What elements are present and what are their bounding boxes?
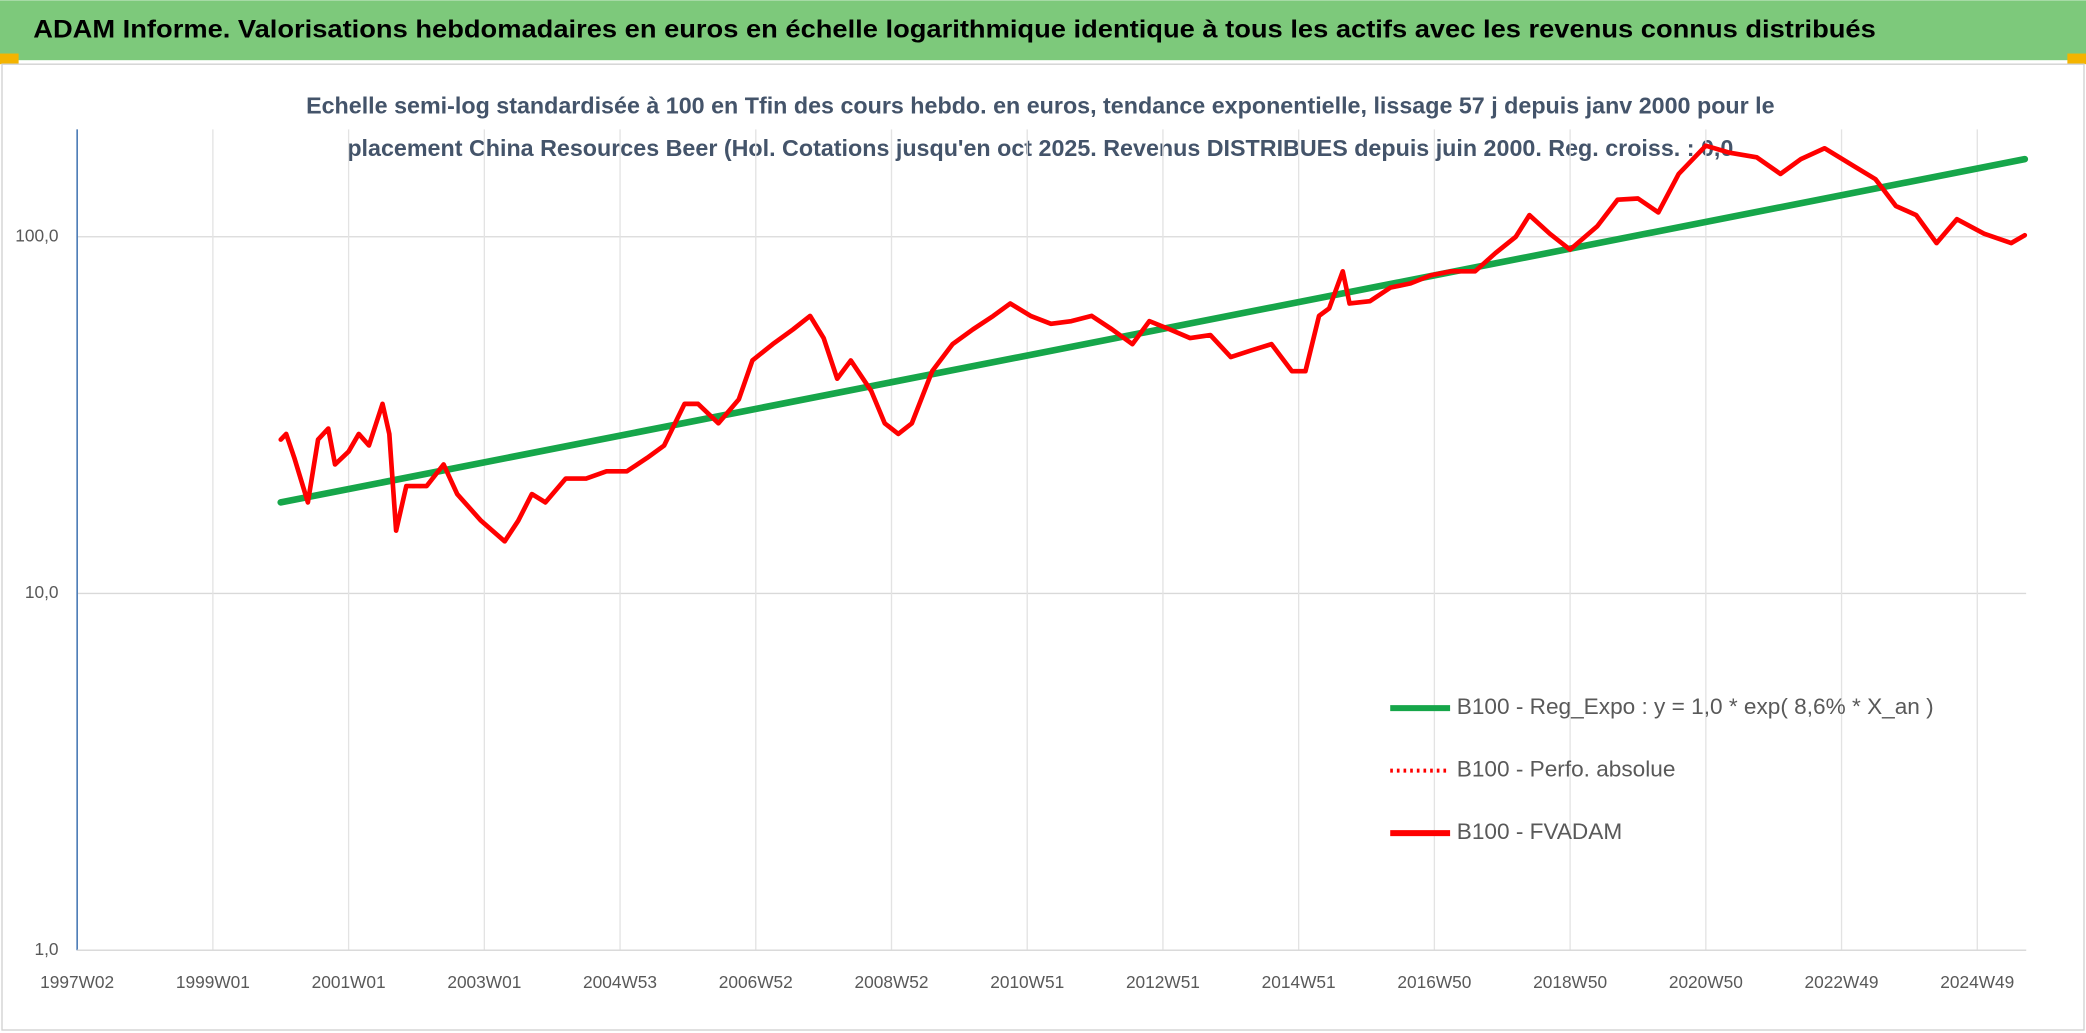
x-tick-label: 2024W49 [1940, 972, 2014, 992]
y-tick-label: 100,0 [15, 225, 58, 245]
legend-label: B100 - Perfo. absolue [1457, 757, 1676, 782]
x-tick-label: 1999W01 [176, 972, 250, 992]
frame [1, 63, 2085, 1031]
y-tick-label: 10,0 [25, 582, 59, 602]
x-tick-label: 2006W52 [719, 972, 793, 992]
data-line [278, 143, 2028, 544]
header: ADAM Informe. Valorisations hebdomadaire… [33, 16, 1876, 44]
legend-label: B100 - Reg_Expo : y = 1,0 * exp( 8,6% * … [1457, 694, 1934, 719]
header-bar [0, 0, 2086, 61]
y-tick-label: 1,0 [35, 939, 59, 959]
x-tick-label: 2016W50 [1397, 972, 1471, 992]
x-tick-label: 2012W51 [1126, 972, 1200, 992]
x-tick-label: 2018W50 [1533, 972, 1607, 992]
chart-title-box: Echelle semi-log standardisée à 100 en T… [306, 92, 1775, 162]
chart-title: Echelle semi-log standardisée à 100 en T… [306, 92, 1775, 162]
x-tick-label: 2020W50 [1669, 972, 1743, 992]
corner-mark [2067, 53, 2086, 65]
x-tick-label: 1997W02 [40, 972, 114, 992]
x-tick-label: 2014W51 [1262, 972, 1336, 992]
x-tick-label: 2003W01 [447, 972, 521, 992]
corner-mark [0, 53, 19, 65]
x-tick-label: 2008W52 [855, 972, 929, 992]
x-tick-label: 2004W53 [583, 972, 657, 992]
legend-label: B100 - FVADAM [1457, 819, 1622, 844]
x-tick-label: 2010W51 [990, 972, 1064, 992]
data-line [277, 155, 2029, 506]
x-tick-label: 2001W01 [312, 972, 386, 992]
x-tick-label: 2022W49 [1805, 972, 1879, 992]
